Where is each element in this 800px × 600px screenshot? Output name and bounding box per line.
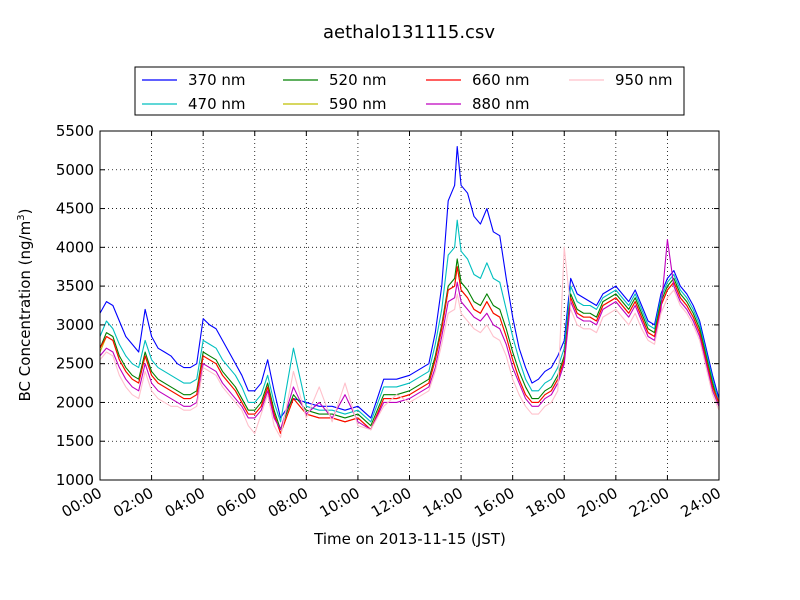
x-tick-labels: 00:00 02:00 04:00 06:00 08:00 10:00 12:00 14:00…	[59, 484, 724, 521]
y-axis-label-superscript: 3	[16, 214, 27, 220]
legend-frame	[134, 66, 685, 116]
y-tick-label: 3000	[56, 316, 94, 334]
chart-title: aethalo131115.csv	[323, 22, 495, 43]
x-tick-label: 20:00	[574, 484, 620, 521]
y-axis-label: BC Concentration (ng/m3)	[16, 209, 34, 402]
x-axis-label: Time on 2013-11-15 (JST)	[313, 530, 506, 548]
y-tick-label: 2000	[56, 393, 94, 411]
x-tick-label: 02:00	[110, 484, 156, 521]
legend-label: 590 nm	[329, 95, 387, 113]
legend: 370 nm 470 nm 520 nm 590 nm 660 nm 880 nm 950 …	[134, 66, 685, 116]
y-tick-label: 3500	[56, 277, 94, 295]
plot-background	[100, 131, 719, 480]
x-tick-label: 22:00	[626, 484, 672, 521]
series-line-660-nm	[100, 266, 719, 435]
y-tick-label: 4000	[56, 238, 94, 256]
legend-label: 370 nm	[188, 71, 246, 89]
y-axis-label-close: )	[16, 209, 34, 215]
legend-label: 950 nm	[615, 71, 673, 89]
legend-label: 520 nm	[329, 71, 387, 89]
x-tick-label: 18:00	[523, 484, 569, 521]
series-line-470-nm	[100, 219, 719, 423]
y-tick-label: 4500	[56, 200, 94, 218]
y-axis-label-main: BC Concentration (ng/m	[16, 221, 34, 402]
y-tick-labels: 1000 1500 2000 2500 3000 3500 4000 4500 5000 5500	[56, 122, 94, 489]
x-tick-label: 10:00	[316, 484, 362, 521]
series-layer	[100, 145, 719, 438]
x-tick-label: 12:00	[368, 484, 414, 521]
series-line-370-nm	[100, 145, 719, 419]
y-tick-label: 1500	[56, 432, 94, 450]
legend-label: 470 nm	[188, 95, 246, 113]
x-tick-label: 04:00	[162, 484, 208, 521]
x-tick-label: 24:00	[678, 484, 724, 521]
y-tick-label: 5000	[56, 161, 94, 179]
legend-label: 880 nm	[472, 95, 530, 113]
x-tick-label: 16:00	[471, 484, 517, 521]
y-tick-label: 2500	[56, 355, 94, 373]
series-line-520-nm	[100, 258, 719, 431]
x-tick-label: 14:00	[420, 484, 466, 521]
x-tick-label: 00:00	[59, 484, 105, 521]
series-line-880-nm	[100, 239, 719, 431]
y-tick-label: 5500	[56, 122, 94, 140]
ticks	[99, 130, 720, 481]
series-line-950-nm	[100, 246, 719, 438]
x-tick-label: 06:00	[213, 484, 259, 521]
x-tick-label: 08:00	[265, 484, 311, 521]
y-tick-label: 1000	[56, 471, 94, 489]
legend-label: 660 nm	[472, 71, 530, 89]
